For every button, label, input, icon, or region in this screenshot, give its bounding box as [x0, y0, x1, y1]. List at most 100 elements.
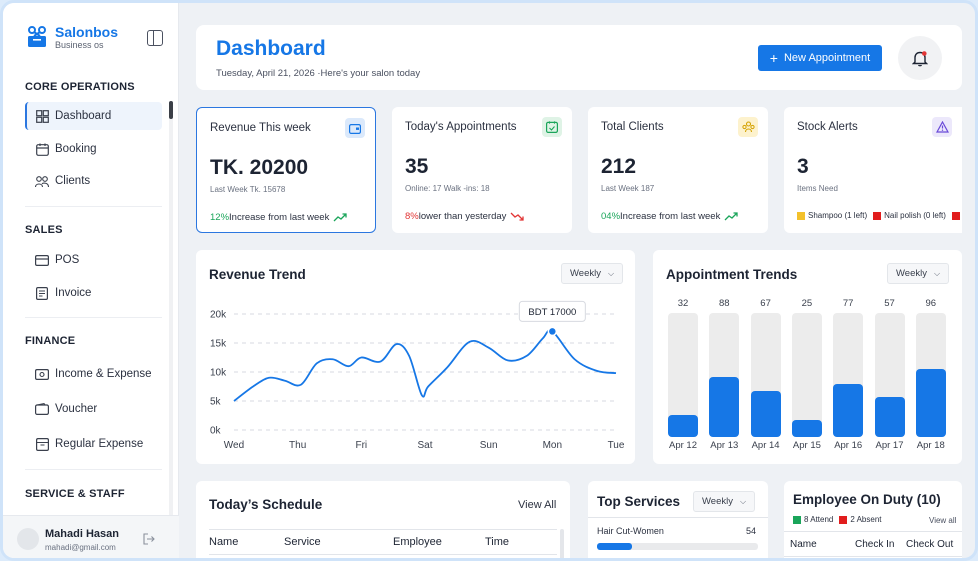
- page-title: Dashboard: [216, 37, 326, 60]
- column-header: Time: [485, 536, 510, 548]
- sidebar-item-label: Dashboard: [55, 110, 112, 122]
- user-profile[interactable]: Mahadi Hasan mahadi@gmail.com: [3, 515, 179, 558]
- trend-up-icon: [724, 212, 738, 221]
- x-tick-label: Mon: [543, 440, 562, 451]
- bar-value-label: 32: [677, 298, 689, 309]
- service-count: 54: [746, 526, 757, 536]
- column-header: Check Out: [906, 539, 954, 550]
- sidebar-collapse-icon[interactable]: [147, 30, 163, 46]
- bar[interactable]: [668, 414, 698, 437]
- divider: [209, 554, 557, 555]
- stock-alerts-card[interactable]: Stock Alerts 3 Items Need Shampoo (1 lef…: [784, 107, 962, 233]
- bar[interactable]: [833, 383, 864, 437]
- brand[interactable]: Salonbos Business os: [25, 25, 118, 51]
- sidebar-item-label: Regular Expense: [55, 438, 144, 450]
- highlight-point[interactable]: [547, 326, 558, 337]
- money-icon: [35, 367, 49, 381]
- sidebar-item-label: Income & Expense: [55, 368, 152, 380]
- sidebar-item-income-expense[interactable]: Income & Expense: [25, 360, 162, 388]
- column-header: Employee: [393, 536, 442, 548]
- warning-icon: [932, 117, 952, 137]
- notifications-button[interactable]: [898, 36, 942, 80]
- y-tick-label: 20k: [210, 310, 227, 321]
- new-appointment-button[interactable]: + New Appointment: [758, 45, 882, 71]
- sidebar-scrollbar[interactable]: [169, 101, 173, 521]
- divider: [784, 531, 962, 532]
- chevron-down-icon: ⌵: [739, 496, 747, 506]
- bar-value-label: 25: [801, 298, 813, 309]
- services-period-dropdown[interactable]: Weekly ⌵: [693, 491, 756, 512]
- bar[interactable]: [915, 368, 946, 437]
- appointment-period-dropdown[interactable]: Weekly ⌵: [887, 263, 950, 284]
- panel-title: Revenue Trend: [209, 267, 306, 282]
- legend-swatch: [793, 515, 801, 524]
- service-progress-fill: [597, 543, 633, 550]
- chevron-down-icon: ⌵: [933, 268, 941, 278]
- stat-value: TK. 20200: [210, 156, 309, 179]
- sidebar-item-label: Voucher: [55, 403, 98, 415]
- trend-up-icon: [333, 213, 347, 222]
- calendar-refresh-icon: [542, 117, 562, 137]
- panel-title: Employee On Duty (10): [793, 492, 941, 507]
- card-icon: [35, 253, 49, 267]
- stat-trend: 04% Increase from last week: [601, 211, 738, 222]
- x-tick-label: Tue: [608, 440, 625, 451]
- bar[interactable]: [709, 377, 740, 437]
- page-subtitle: Tuesday, April 21, 2026 ·Here's your sal…: [216, 68, 421, 79]
- employees-view-all-link[interactable]: View all: [929, 516, 957, 525]
- panel-title: Top Services: [597, 494, 681, 509]
- sidebar-item-clients[interactable]: Clients: [25, 167, 162, 195]
- stat-label: Revenue This week: [210, 122, 311, 134]
- trend-down-icon: [510, 212, 525, 221]
- wallet-icon: [35, 402, 49, 416]
- x-tick-label: Fri: [355, 440, 367, 451]
- x-tick-label: Thu: [289, 440, 306, 451]
- sidebar-item-voucher[interactable]: Voucher: [25, 395, 162, 423]
- revenue-trend-card: Revenue Trend Weekly ⌵ 20k 15k 10k 5k 0k Wed T…: [196, 250, 635, 464]
- appointments-card[interactable]: Today's Appointments 35 Online: 17 Walk …: [392, 107, 572, 233]
- clients-card[interactable]: Total Clients 212 Last Week 187 04% Incr…: [588, 107, 768, 233]
- sidebar-item-regular-expense[interactable]: Regular Expense: [25, 430, 162, 458]
- schedule-scrollbar[interactable]: [560, 529, 564, 558]
- users-icon: [738, 117, 758, 137]
- sidebar-item-pos[interactable]: POS: [25, 246, 162, 274]
- x-tick-label: Sun: [480, 440, 498, 451]
- column-header: Name: [790, 539, 817, 550]
- logo-icon: [28, 26, 46, 47]
- schedule-view-all-link[interactable]: View All: [518, 499, 557, 511]
- x-tick-label: Wed: [224, 440, 244, 451]
- bar[interactable]: [874, 397, 905, 437]
- bar[interactable]: [750, 391, 781, 437]
- divider: [25, 206, 162, 207]
- revenue-series-line[interactable]: [233, 329, 617, 402]
- sidebar-item-dashboard[interactable]: Dashboard: [25, 102, 162, 130]
- wallet-icon: [345, 118, 365, 138]
- bar-category-label: Apr 15: [792, 440, 821, 451]
- section-sales: SALES: [25, 224, 63, 236]
- sidebar-item-invoice[interactable]: Invoice: [25, 279, 162, 307]
- revenue-period-dropdown[interactable]: Weekly ⌵: [561, 263, 624, 284]
- stat-label: Today's Appointments: [405, 121, 517, 133]
- bar[interactable]: [791, 419, 822, 437]
- users-icon: [35, 174, 49, 188]
- legend-swatch: [797, 211, 805, 220]
- dropdown-value: Weekly: [570, 268, 601, 279]
- employee-duty-card: Employee On Duty (10) 8 Attend 2 Absent …: [784, 481, 962, 558]
- user-name: Mahadi Hasan: [45, 528, 119, 540]
- sidebar-item-label: POS: [55, 254, 80, 266]
- schedule-card: Today’s Schedule View All Name Service E…: [196, 481, 570, 558]
- sidebar-item-booking[interactable]: Booking: [25, 135, 162, 163]
- section-core-operations: CORE OPERATIONS: [25, 81, 135, 93]
- bar-value-label: 57: [884, 298, 895, 309]
- revenue-card[interactable]: Revenue This week TK. 20200 Last Week Tk…: [196, 107, 376, 233]
- brand-subtitle: Business os: [55, 40, 104, 50]
- sidebar-scrollbar-thumb[interactable]: [169, 101, 173, 119]
- trend-text: Increase from last week: [229, 212, 330, 223]
- column-header: Service: [284, 536, 321, 548]
- attendance-legend: 8 Attend 2 Absent: [793, 515, 882, 524]
- bar-category-label: Apr 14: [751, 440, 780, 451]
- service-name: Hair Cut-Women: [597, 526, 664, 536]
- legend-swatch: [873, 211, 882, 220]
- archive-icon: [35, 437, 49, 451]
- logout-icon[interactable]: [143, 533, 155, 545]
